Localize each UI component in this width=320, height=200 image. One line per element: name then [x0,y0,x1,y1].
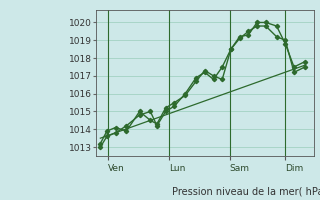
Text: Ven: Ven [108,164,125,173]
Text: Lun: Lun [169,164,185,173]
Text: Dim: Dim [285,164,304,173]
Text: Sam: Sam [230,164,250,173]
Text: Pression niveau de la mer( hPa ): Pression niveau de la mer( hPa ) [172,186,320,196]
